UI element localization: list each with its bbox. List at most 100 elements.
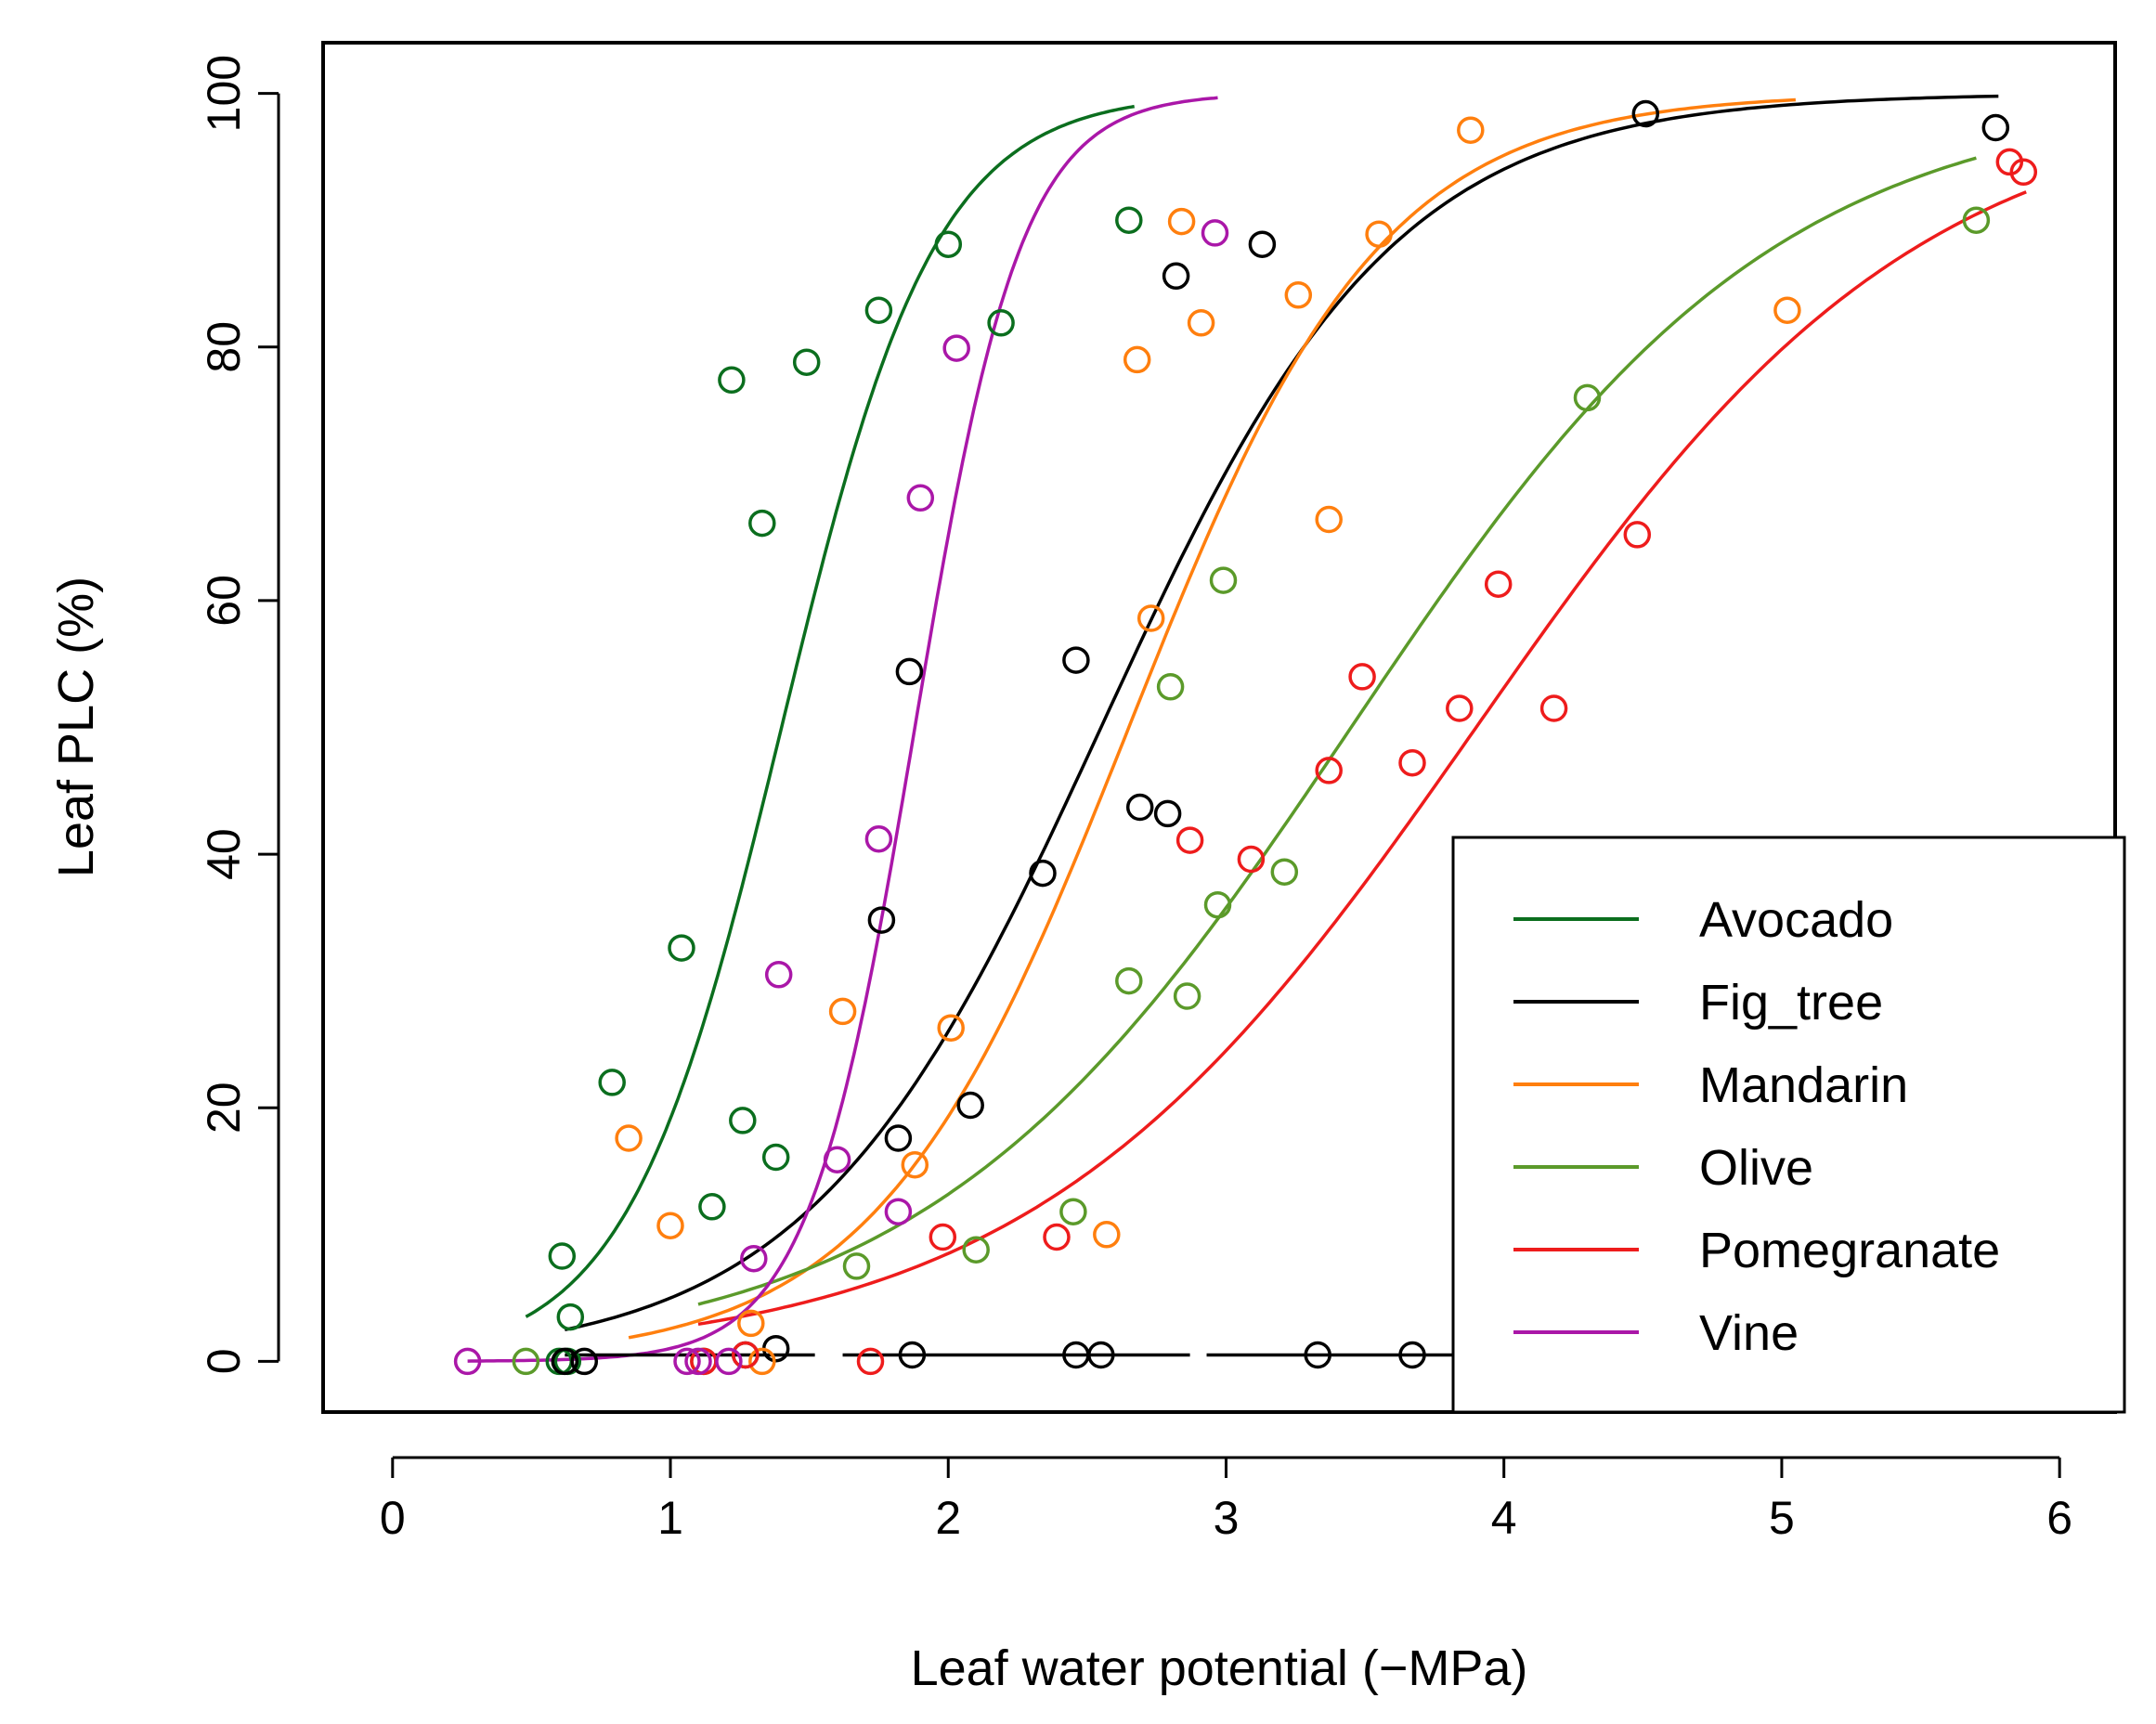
curve-olive bbox=[697, 156, 1977, 1306]
point-mandarin bbox=[1365, 220, 1393, 248]
point-vine bbox=[864, 824, 893, 853]
point-fig-tree bbox=[884, 1124, 913, 1152]
legend-label-mandarin: Mandarin bbox=[1699, 1057, 1908, 1113]
point-fig-tree bbox=[1398, 1341, 1426, 1369]
point-olive bbox=[1270, 858, 1299, 886]
point-fig-tree bbox=[1029, 859, 1057, 888]
curve-vine bbox=[467, 96, 1218, 1363]
point-olive bbox=[1209, 566, 1238, 594]
plot-frame bbox=[321, 41, 2117, 1414]
point-vine bbox=[764, 961, 793, 989]
point-fig-tree bbox=[895, 657, 924, 686]
point-vine bbox=[673, 1347, 701, 1376]
x-tick-label: 4 bbox=[1491, 1492, 1517, 1544]
point-olive bbox=[1962, 206, 1991, 234]
point-mandarin bbox=[1457, 116, 1485, 144]
point-pomegranate bbox=[732, 1341, 760, 1369]
y-axis-title: Leaf PLC (%) bbox=[48, 577, 104, 877]
point-avocado bbox=[748, 509, 776, 538]
point-mandarin bbox=[937, 1014, 965, 1042]
point-pomegranate bbox=[1237, 845, 1266, 874]
point-olive bbox=[1573, 383, 1602, 412]
point-fig-tree bbox=[956, 1091, 984, 1120]
x-tick-label: 0 bbox=[380, 1492, 406, 1544]
point-fig-tree bbox=[761, 1334, 790, 1363]
point-olive bbox=[842, 1252, 871, 1280]
point-avocado bbox=[598, 1069, 626, 1096]
point-fig-tree bbox=[898, 1341, 927, 1369]
point-pomegranate bbox=[856, 1347, 885, 1376]
point-avocado bbox=[668, 934, 695, 962]
curve-fig-tree bbox=[564, 94, 1999, 1332]
point-vine bbox=[453, 1347, 482, 1376]
y-tick-label: 100 bbox=[198, 55, 250, 132]
point-avocado bbox=[934, 230, 963, 258]
point-vine bbox=[715, 1347, 743, 1376]
point-mandarin bbox=[615, 1124, 643, 1152]
point-vine bbox=[823, 1146, 851, 1173]
point-pomegranate bbox=[1398, 748, 1426, 777]
point-olive bbox=[962, 1236, 990, 1264]
point-olive bbox=[1156, 673, 1185, 701]
point-fig-tree bbox=[1162, 262, 1190, 291]
point-mandarin bbox=[1093, 1221, 1121, 1249]
point-vine bbox=[942, 334, 970, 362]
point-avocado bbox=[792, 348, 821, 376]
point-avocado bbox=[1115, 206, 1143, 234]
legend-label-pomegranate: Pomegranate bbox=[1699, 1223, 2000, 1278]
point-mandarin bbox=[1136, 604, 1165, 632]
x-tick-label: 3 bbox=[1214, 1492, 1240, 1544]
point-vine bbox=[884, 1198, 913, 1225]
point-fig-tree bbox=[1304, 1341, 1331, 1369]
point-vine bbox=[1201, 219, 1229, 247]
point-mandarin bbox=[656, 1212, 684, 1239]
point-pomegranate bbox=[1484, 570, 1513, 598]
point-vine bbox=[906, 484, 935, 512]
point-fig-tree bbox=[1981, 113, 2010, 142]
point-avocado bbox=[556, 1303, 585, 1331]
legend-label-olive: Olive bbox=[1699, 1140, 1813, 1196]
point-pomegranate bbox=[1995, 148, 2024, 176]
legend-label-fig-tree: Fig_tree bbox=[1699, 975, 1883, 1031]
point-avocado bbox=[864, 296, 893, 324]
y-tick-label: 60 bbox=[198, 575, 250, 627]
point-pomegranate bbox=[1539, 694, 1568, 722]
point-pomegranate bbox=[1043, 1223, 1071, 1251]
point-pomegranate bbox=[1348, 663, 1376, 691]
legend-label-vine: Vine bbox=[1699, 1305, 1799, 1361]
point-mandarin bbox=[1167, 207, 1196, 236]
point-avocado bbox=[548, 1242, 577, 1270]
point-fig-tree bbox=[1125, 793, 1154, 822]
point-avocado bbox=[729, 1107, 757, 1134]
x-axis: 0 1 2 3 4 5 6 bbox=[380, 1456, 2072, 1544]
point-olive bbox=[1203, 890, 1232, 919]
point-olive bbox=[1115, 966, 1143, 995]
point-fig-tree bbox=[1248, 230, 1277, 258]
point-avocado bbox=[987, 309, 1015, 337]
point-mandarin bbox=[1773, 296, 1801, 324]
data-points bbox=[453, 99, 2038, 1376]
curve-mandarin bbox=[628, 97, 1797, 1340]
fitted-curves bbox=[467, 94, 2027, 1363]
point-fig-tree bbox=[551, 1347, 579, 1376]
y-axis: 0 20 40 60 80 100 bbox=[198, 55, 280, 1374]
legend-box bbox=[1451, 836, 2126, 1414]
point-olive bbox=[1059, 1198, 1087, 1225]
point-pomegranate bbox=[1623, 521, 1652, 549]
point-mandarin bbox=[1187, 309, 1215, 337]
point-mandarin bbox=[901, 1150, 929, 1179]
point-fig-tree bbox=[867, 906, 896, 934]
legend: Avocado Fig_tree Mandarin Olive Pomegranate V… bbox=[1451, 836, 2126, 1414]
x-tick-label: 2 bbox=[935, 1492, 961, 1544]
x-tick-label: 6 bbox=[2046, 1492, 2072, 1544]
curve-pomegranate bbox=[697, 190, 2027, 1327]
point-fig-tree bbox=[1087, 1341, 1115, 1369]
y-tick-label: 40 bbox=[198, 828, 250, 880]
point-mandarin bbox=[1123, 345, 1151, 374]
point-avocado bbox=[698, 1193, 726, 1221]
legend-label-avocado: Avocado bbox=[1699, 892, 1893, 948]
point-mandarin bbox=[828, 997, 857, 1026]
point-mandarin bbox=[748, 1347, 776, 1376]
point-olive bbox=[512, 1347, 540, 1376]
point-pomegranate bbox=[929, 1223, 957, 1251]
